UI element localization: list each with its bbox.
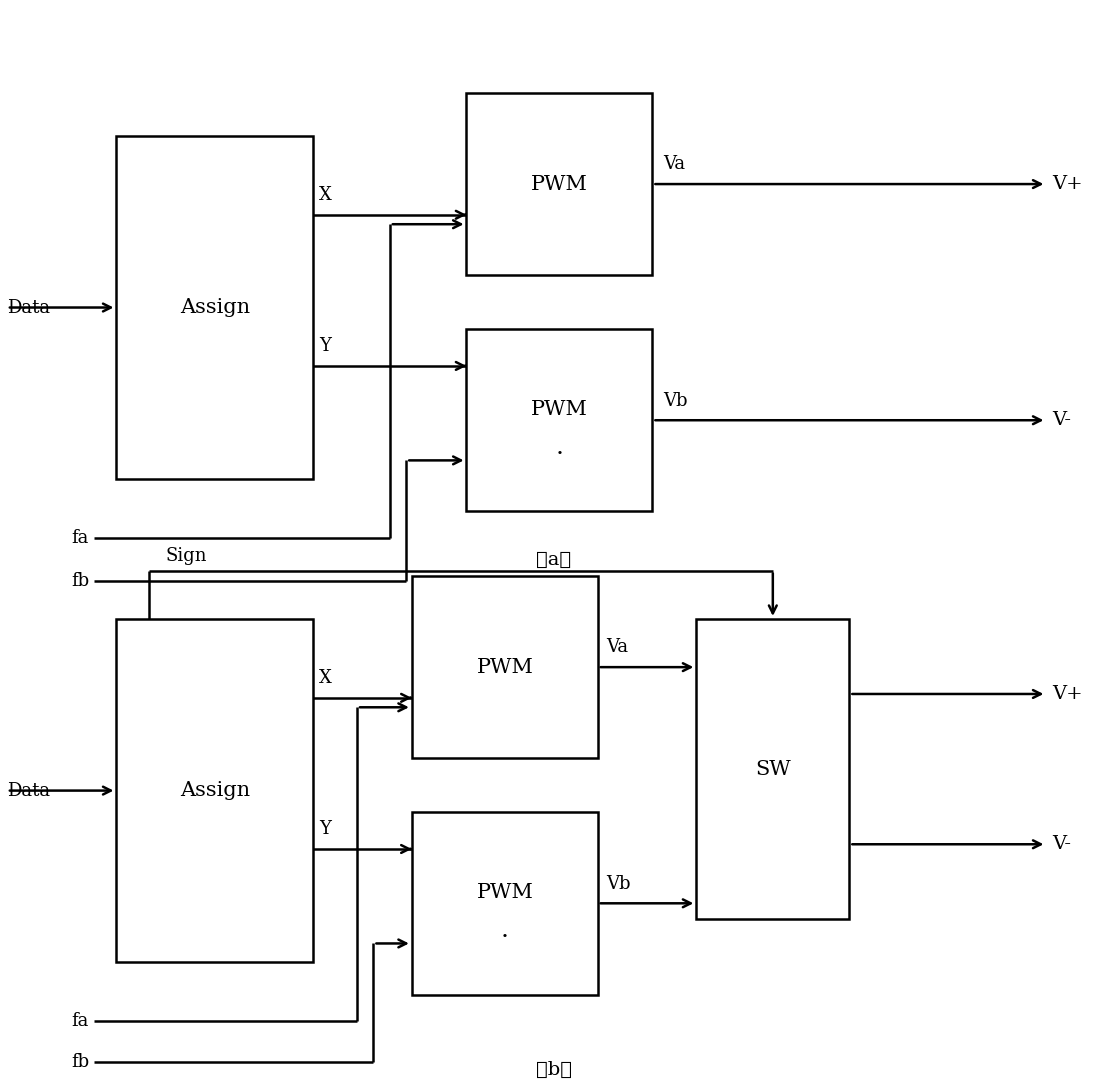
Text: V+: V+ [1051,175,1083,193]
Text: SW: SW [755,759,791,779]
Text: .: . [555,435,564,458]
Text: fb: fb [71,1053,89,1072]
Bar [412,576,597,758]
Text: PWM: PWM [476,883,533,902]
Bar [696,619,850,919]
Bar [466,92,653,275]
Text: （b）: （b） [536,1061,572,1078]
Text: Assign: Assign [179,298,250,317]
Text: Data: Data [7,298,50,317]
Text: PWM: PWM [531,174,588,194]
Text: Y: Y [319,337,330,355]
Text: fa: fa [72,1013,89,1030]
Bar [466,329,653,511]
Text: V+: V+ [1051,685,1083,703]
Text: Y: Y [319,820,330,838]
Text: .: . [501,918,509,941]
Text: fa: fa [72,530,89,547]
Text: PWM: PWM [531,400,588,419]
Text: Assign: Assign [179,781,250,800]
Bar [116,136,314,480]
Text: X: X [319,669,331,688]
Bar [412,812,597,994]
Text: V-: V- [1051,411,1070,430]
Bar [116,619,314,963]
Text: Va: Va [664,156,686,173]
Text: （a）: （a） [536,551,572,569]
Text: Sign: Sign [165,547,207,565]
Text: PWM: PWM [476,657,533,677]
Text: X: X [319,186,331,205]
Text: Data: Data [7,781,50,800]
Text: Vb: Vb [606,875,632,892]
Text: V-: V- [1051,836,1070,853]
Text: Va: Va [606,639,628,656]
Text: fb: fb [71,572,89,591]
Text: Vb: Vb [664,392,688,409]
